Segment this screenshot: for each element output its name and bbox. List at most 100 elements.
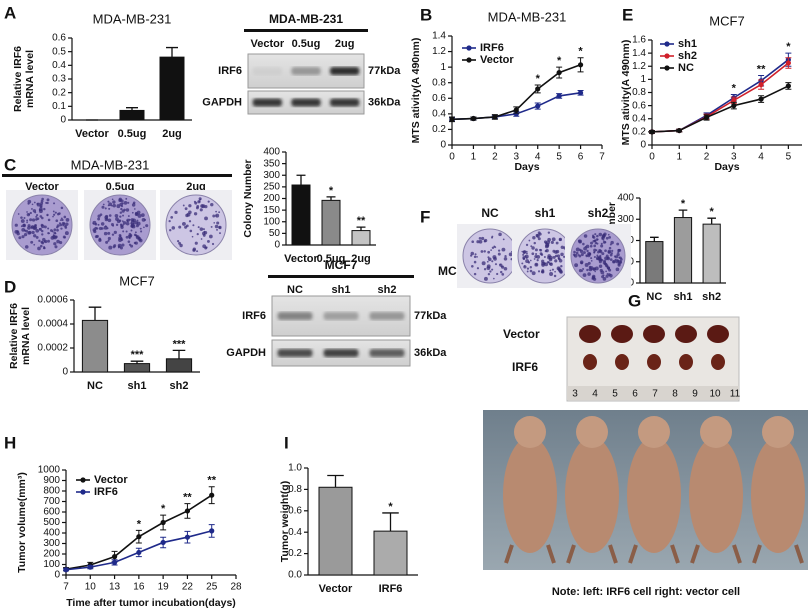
- colony: [105, 240, 109, 244]
- colony: [596, 238, 599, 241]
- chart-title: MCF7: [119, 273, 154, 288]
- colony: [605, 270, 607, 273]
- x-tick-label: 4: [758, 152, 764, 163]
- colony: [98, 226, 103, 231]
- significance: **: [183, 492, 192, 504]
- colony: [551, 237, 556, 242]
- colony: [21, 235, 25, 239]
- colony: [37, 246, 41, 251]
- colony: [125, 235, 129, 239]
- colony: [508, 252, 513, 257]
- legend-label: sh1: [678, 38, 697, 50]
- colony: [26, 211, 28, 213]
- x-tick-label: 22: [182, 582, 194, 593]
- marker: [111, 554, 118, 560]
- tumor: [583, 354, 597, 370]
- y-tick-label: 0.4: [52, 60, 66, 71]
- tumor: [615, 354, 629, 370]
- legend-label: IRF6: [480, 42, 504, 54]
- colony: [121, 202, 124, 205]
- error-bar: [382, 512, 399, 532]
- blot-row-label: IRF6: [218, 65, 242, 77]
- colony: [127, 201, 130, 204]
- tumor: [647, 354, 661, 370]
- colony: [64, 231, 69, 236]
- ruler-mark: 8: [672, 389, 678, 400]
- colony: [92, 222, 95, 225]
- colony: [125, 208, 130, 212]
- tumor: [679, 354, 693, 370]
- colony: [583, 246, 588, 251]
- colony: [108, 202, 113, 207]
- error-bar: [356, 226, 366, 231]
- colony: [589, 244, 593, 248]
- y-tick-label: 0.6: [52, 33, 66, 44]
- colony: [120, 207, 123, 211]
- colony: [133, 241, 137, 245]
- colony: [111, 233, 115, 236]
- marker: [136, 534, 142, 540]
- y-axis-label: Tumor volume(mm³): [16, 472, 28, 573]
- colony: [41, 233, 44, 236]
- y-tick-label: 350: [263, 158, 280, 169]
- y-axis-label: mRNA level: [20, 307, 32, 365]
- y-axis-label: Relative IRF6: [12, 46, 24, 112]
- x-tick-label: 1: [471, 152, 477, 163]
- colony: [491, 235, 494, 238]
- band: [291, 67, 321, 75]
- lane-label: Vector: [25, 181, 59, 193]
- marker: [758, 96, 764, 102]
- y-tick-label: 0: [60, 115, 66, 126]
- significance: *: [786, 41, 791, 53]
- x-tick-label: Vector: [75, 128, 109, 140]
- colony: [191, 235, 194, 238]
- x-tick-label: 28: [230, 582, 242, 593]
- marker: [785, 60, 791, 66]
- colony: [33, 225, 38, 230]
- x-tick-label: 19: [158, 582, 170, 593]
- colony: [30, 240, 34, 244]
- y-tick-label: 400: [617, 193, 634, 204]
- colony: [541, 259, 545, 263]
- x-tick-label: Vector: [284, 253, 318, 265]
- colony: [188, 204, 192, 208]
- mouse-legs: [752, 544, 804, 564]
- colony: [537, 270, 541, 273]
- colony: [20, 216, 23, 219]
- colony: [579, 260, 584, 264]
- colony: [125, 221, 130, 226]
- colony: [39, 203, 43, 207]
- bar: [165, 358, 193, 373]
- colony: [534, 262, 539, 267]
- colony: [54, 232, 57, 235]
- colony: [202, 231, 206, 236]
- colony: [33, 234, 37, 238]
- significance: *: [137, 518, 142, 530]
- x-tick-label: 2ug: [351, 253, 371, 265]
- error-bar: [650, 236, 659, 242]
- ruler-mark: 10: [709, 389, 721, 400]
- colony: [55, 219, 59, 223]
- bar: [291, 184, 311, 246]
- tumor-row-label: Vector: [503, 327, 540, 341]
- x-tick-label: sh2: [170, 380, 189, 392]
- colony: [60, 227, 63, 230]
- colony: [121, 220, 124, 222]
- colony: [491, 260, 494, 263]
- colony: [101, 205, 105, 209]
- colony: [41, 216, 44, 220]
- colony: [525, 250, 528, 253]
- chart-title: MDA-MB-231: [93, 11, 172, 26]
- y-tick-label: 0.2: [432, 124, 446, 135]
- marker: [785, 83, 791, 89]
- colony: [471, 240, 475, 244]
- colony: [93, 229, 97, 234]
- colony: [31, 203, 34, 206]
- y-tick-label: 1.4: [432, 31, 446, 42]
- colony: [35, 218, 38, 221]
- colony: [196, 250, 199, 253]
- colony: [29, 211, 32, 215]
- marker: [676, 127, 682, 134]
- colony: [196, 233, 199, 236]
- colony: [600, 244, 604, 248]
